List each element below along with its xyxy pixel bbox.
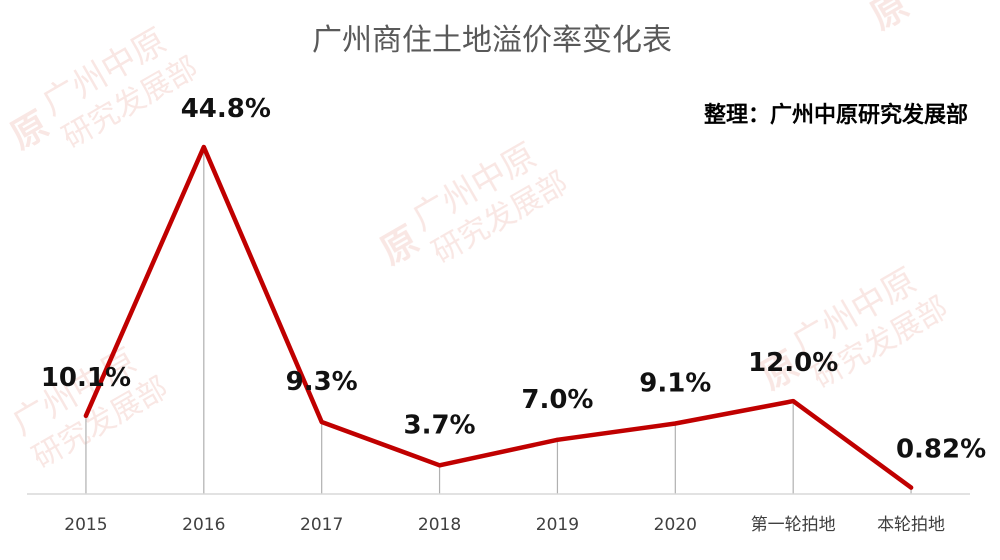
source-note: 整理：广州中原研究发展部 [704,102,968,128]
chart-title: 广州商住土地溢价率变化表 [312,23,672,58]
x-tick-label: 2017 [300,515,343,535]
data-label: 9.3% [286,367,358,397]
x-tick-label: 第一轮拍地 [751,515,836,535]
data-point [673,421,678,426]
data-point [319,419,324,424]
data-point [201,145,206,150]
watermark: 原 广州中原 研究发展部 原 广州中原 研究发展部 原 广州中原 研究发展部 广… [4,0,954,476]
data-label: 0.82% [896,435,986,465]
x-tick-label: 2019 [536,515,579,535]
data-label: 3.7% [404,410,476,440]
data-point [437,463,442,468]
data-label: 12.0% [748,348,838,378]
data-label: 44.8% [181,94,271,124]
series-line [83,144,914,490]
x-tick-label: 本轮拍地 [877,515,945,535]
data-point [909,485,914,490]
data-point [791,399,796,404]
data-label: 9.1% [639,369,711,399]
x-tick-label: 2016 [182,515,225,535]
watermark-logo: 原 [864,0,916,38]
data-label: 7.0% [521,385,593,415]
x-tick-label: 2018 [418,515,461,535]
x-tick-label: 2015 [64,515,107,535]
plot-area: 2015 2016 2017 2018 2019 2020 第一轮拍地 本轮拍地 10.1% 44… [27,94,986,535]
data-point [555,437,560,442]
data-label: 10.1% [41,363,131,393]
data-point [83,413,88,418]
x-tick-label: 2020 [654,515,697,535]
